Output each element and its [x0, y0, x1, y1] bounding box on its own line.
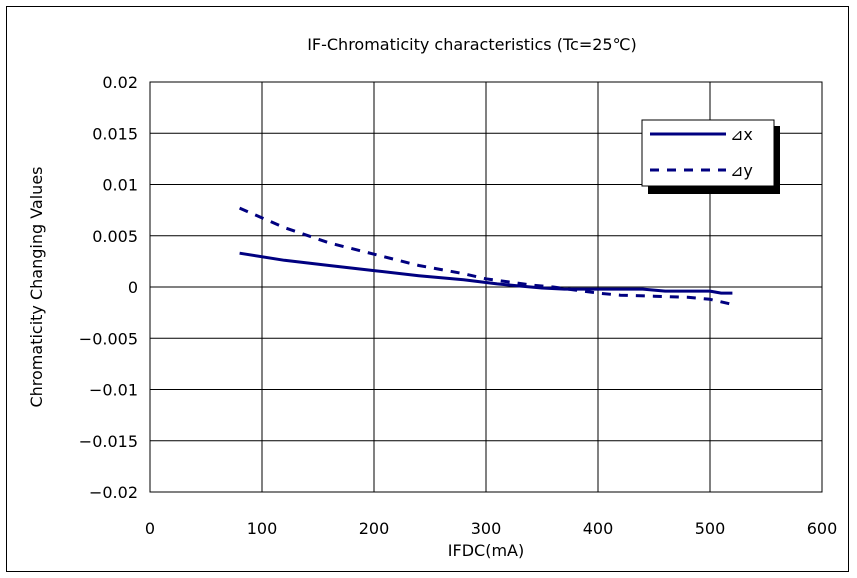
y-tick-label: 0	[128, 278, 138, 297]
legend-label-dx: ⊿x	[730, 125, 753, 144]
x-tick-label: 0	[145, 519, 155, 538]
chart-frame	[6, 6, 849, 572]
x-tick-label: 100	[247, 519, 278, 538]
x-tick-label: 500	[695, 519, 726, 538]
y-tick-label: 0.01	[102, 176, 138, 195]
series-line-dy	[239, 206, 733, 306]
series-line-dx	[239, 251, 733, 295]
y-tick-label: 0.02	[102, 73, 138, 92]
y-axis-label: Chromaticity Changing Values	[27, 166, 46, 407]
series-group	[239, 206, 733, 306]
x-tick-labels: 0 100 200 300 400 500 600	[145, 519, 837, 538]
y-tick-label: −0.02	[89, 483, 138, 502]
x-tick-label: 600	[807, 519, 838, 538]
x-axis-label: IFDC(mA)	[448, 541, 524, 560]
y-tick-label: 0.015	[92, 124, 138, 143]
x-tick-label: 200	[359, 519, 390, 538]
x-tick-label: 400	[583, 519, 614, 538]
chart-title: IF-Chromaticity characteristics (Tc=25℃)	[307, 35, 637, 54]
legend: ⊿x ⊿y	[641, 119, 780, 194]
x-tick-label: 300	[471, 519, 502, 538]
plot-area-border	[149, 81, 823, 493]
y-tick-labels: 0.02 0.015 0.01 0.005 0 −0.005 −0.01 −0.015 −0.0…	[79, 73, 138, 502]
legend-box	[641, 119, 775, 187]
legend-label-dy: ⊿y	[730, 161, 753, 180]
y-tick-label: −0.015	[79, 432, 138, 451]
y-tick-label: −0.01	[89, 381, 138, 400]
y-tick-label: 0.005	[92, 227, 138, 246]
y-tick-label: −0.005	[79, 329, 138, 348]
